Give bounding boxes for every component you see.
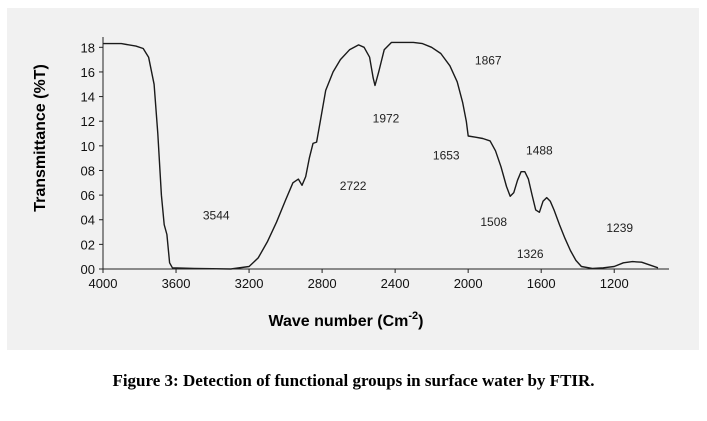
peak-label: 1488 xyxy=(526,143,553,157)
plot-area xyxy=(103,41,659,270)
x-tick-label: 2800 xyxy=(308,276,337,291)
peak-label: 1239 xyxy=(606,221,633,235)
y-axis-title: Transmittance (%T) xyxy=(32,64,49,212)
peak-label: 1867 xyxy=(475,54,502,68)
peak-label: 1508 xyxy=(480,215,507,229)
peak-label: 1326 xyxy=(517,247,544,261)
labels: 3544 2722 1972 1867 1653 1488 1508 1326 1239 Tran… xyxy=(32,54,633,330)
ftir-chart: 00 02 04 06 08 10 12 14 16 18 4000 3600 3200 2800 2400… xyxy=(32,37,669,330)
y-tick-label: 08 xyxy=(81,163,95,178)
peak-label: 2722 xyxy=(340,179,367,193)
chart-panel: 00 02 04 06 08 10 12 14 16 18 4000 3600 3200 2800 2400… xyxy=(7,8,699,350)
y-tick-label: 02 xyxy=(81,237,95,252)
y-tick-label: 04 xyxy=(81,213,95,228)
y-tick-label: 16 xyxy=(81,65,95,80)
x-tick-label: 1200 xyxy=(600,276,629,291)
peak-label: 3544 xyxy=(203,209,230,223)
peak-label: 1653 xyxy=(433,148,460,162)
x-tick-label: 4000 xyxy=(89,276,118,291)
y-tick-label: 10 xyxy=(81,139,95,154)
y-tick-label: 12 xyxy=(81,114,95,129)
x-tick-label: 3600 xyxy=(162,276,191,291)
y-tick-label: 06 xyxy=(81,188,95,203)
x-tick-label: 2000 xyxy=(454,276,483,291)
x-tick-label: 2400 xyxy=(381,276,410,291)
y-tick-label: 14 xyxy=(81,90,95,105)
x-tick-label: 3200 xyxy=(235,276,264,291)
spectrum-line-0 xyxy=(103,41,659,270)
peak-label: 1972 xyxy=(373,111,400,125)
x-tick-label: 1600 xyxy=(527,276,556,291)
y-tick-label: 18 xyxy=(81,40,95,55)
y-tick-label: 00 xyxy=(81,262,95,277)
figure-caption: Figure 3: Detection of functional groups… xyxy=(112,371,595,390)
axes: 00 02 04 06 08 10 12 14 16 18 4000 3600 3200 2800 2400… xyxy=(81,37,669,291)
x-axis-title: Wave number (Cm-2) xyxy=(269,310,424,330)
